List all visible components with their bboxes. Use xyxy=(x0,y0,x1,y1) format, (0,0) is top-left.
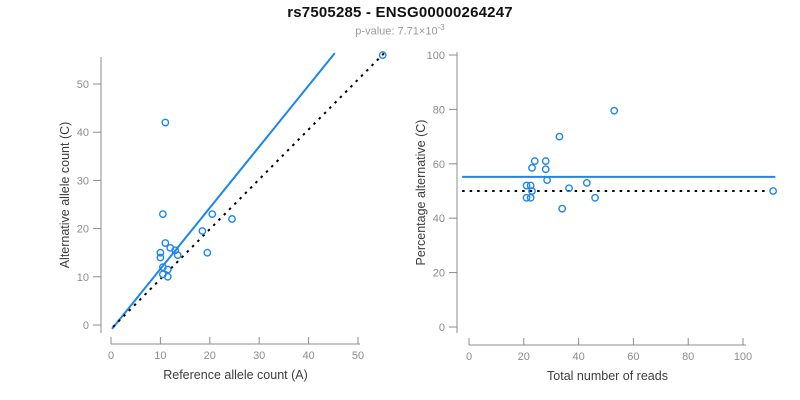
data-point xyxy=(522,181,531,190)
data-point xyxy=(161,118,170,127)
x-tick-label: 30 xyxy=(253,350,265,362)
y-tick-label: 10 xyxy=(77,272,89,284)
x-tick-label: 100 xyxy=(734,351,752,363)
data-point xyxy=(541,165,550,174)
data-point xyxy=(156,248,165,257)
x-tick-label: 0 xyxy=(466,351,472,363)
data-point xyxy=(378,51,387,59)
y-axis-title: Percentage alternative (C) xyxy=(414,120,428,266)
y-tick-label: 0 xyxy=(83,320,89,332)
data-point xyxy=(528,163,536,172)
y-tick-label: 100 xyxy=(427,50,445,62)
data-point xyxy=(541,157,550,165)
y-tick-label: 50 xyxy=(77,79,89,91)
x-axis-title: Total number of reads xyxy=(547,369,668,383)
x-tick-label: 40 xyxy=(302,350,314,362)
pvalue-subtitle: p-value: 7.71×10-3 xyxy=(0,23,800,38)
data-point xyxy=(555,132,564,141)
data-point xyxy=(208,210,217,219)
identity-line xyxy=(112,52,385,328)
data-point xyxy=(558,204,567,213)
y-tick-label: 30 xyxy=(77,175,89,187)
data-point xyxy=(163,265,172,274)
pvalue-exponent: -3 xyxy=(437,23,445,32)
data-point xyxy=(610,106,619,115)
data-point xyxy=(203,248,212,257)
y-tick-label: 20 xyxy=(433,268,445,280)
y-axis-title: Alternative allele count (C) xyxy=(58,122,72,269)
data-point xyxy=(158,210,167,219)
data-point xyxy=(530,157,539,165)
data-point xyxy=(161,239,170,247)
x-tick-label: 20 xyxy=(518,351,530,363)
data-point xyxy=(198,227,207,235)
data-point xyxy=(565,184,573,193)
data-point xyxy=(522,193,531,202)
data-point xyxy=(228,215,236,223)
x-tick-label: 0 xyxy=(108,350,114,362)
y-tick-label: 20 xyxy=(77,224,89,236)
regression-line xyxy=(111,52,336,330)
x-tick-label: 40 xyxy=(572,351,584,363)
x-tick-label: 60 xyxy=(627,351,639,363)
y-tick-label: 80 xyxy=(433,104,445,116)
data-point xyxy=(163,272,172,281)
x-tick-label: 20 xyxy=(204,350,216,362)
x-axis-title: Reference allele count (A) xyxy=(163,368,308,382)
figure-title: rs7505285 - ENSG00000264247 xyxy=(287,4,513,21)
data-point xyxy=(591,193,599,202)
data-point xyxy=(543,176,551,185)
data-point xyxy=(156,253,165,262)
y-tick-label: 40 xyxy=(77,127,89,139)
data-point xyxy=(582,178,591,187)
pvalue-text: p-value: 7.71×10 xyxy=(355,25,438,38)
data-point xyxy=(769,187,778,195)
x-tick-label: 10 xyxy=(154,350,166,362)
data-point xyxy=(526,193,535,202)
y-tick-label: 60 xyxy=(433,159,445,171)
y-tick-label: 40 xyxy=(433,213,445,225)
x-tick-label: 50 xyxy=(352,350,364,362)
x-tick-label: 80 xyxy=(682,351,694,363)
y-tick-label: 0 xyxy=(439,322,445,334)
data-point xyxy=(173,251,182,260)
figure-header: rs7505285 - ENSG00000264247 p-value: 7.7… xyxy=(0,4,800,38)
